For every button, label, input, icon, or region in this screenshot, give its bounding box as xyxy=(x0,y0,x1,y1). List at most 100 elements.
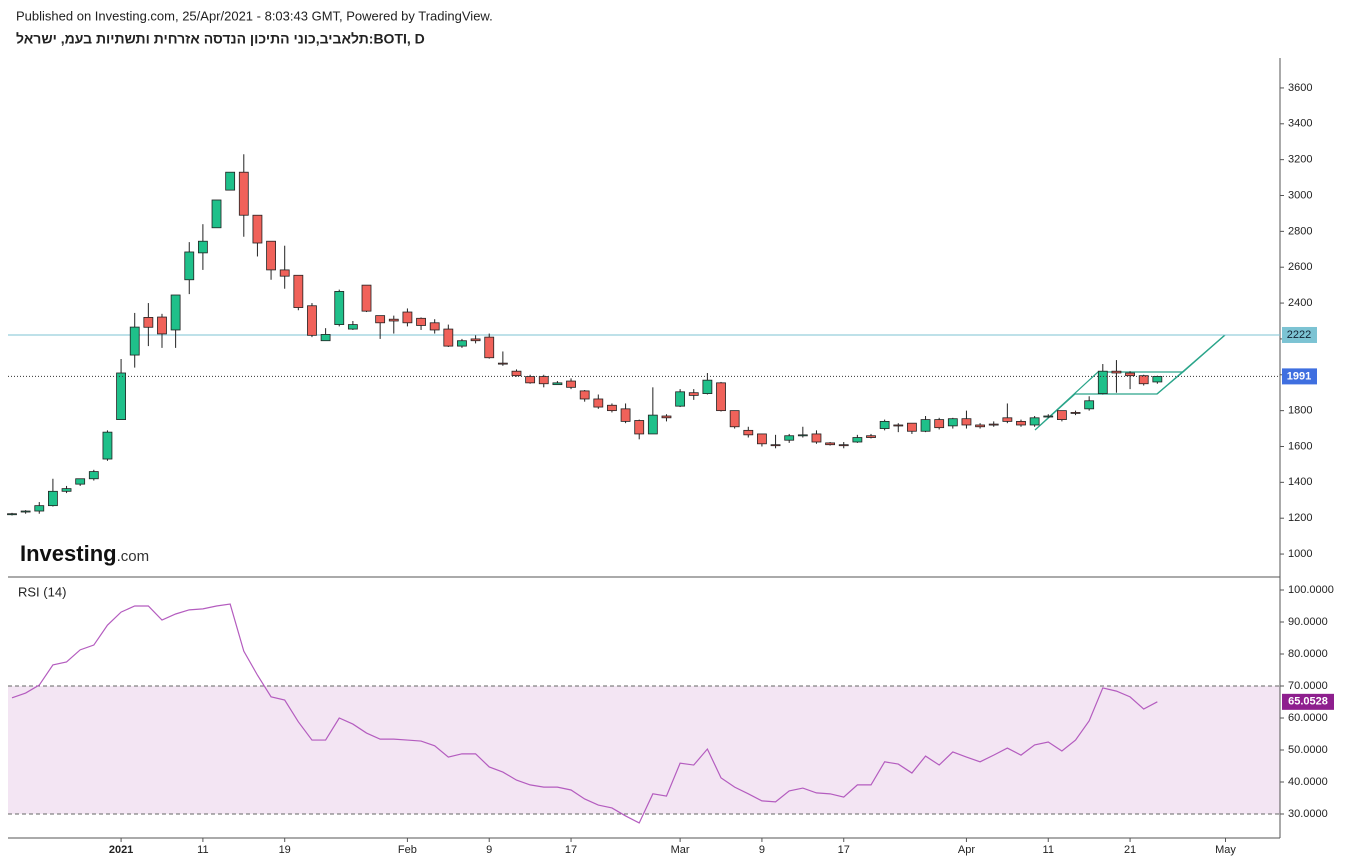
rsi-value-bg xyxy=(1282,693,1334,710)
candle-body xyxy=(1002,417,1013,422)
rsi-title: RSI (14) xyxy=(18,584,66,599)
y-tick-label: 80.0000 xyxy=(1288,648,1328,660)
price-label: 2222 xyxy=(1287,329,1311,341)
y-tick-label: 90.0000 xyxy=(1288,616,1328,628)
x-tick-label: Feb xyxy=(398,844,417,856)
candle-body xyxy=(525,376,536,384)
candle-body xyxy=(811,433,822,443)
candle-body xyxy=(129,326,140,356)
candle-body xyxy=(293,274,304,308)
candle-body xyxy=(48,490,58,507)
candle-body xyxy=(252,214,263,244)
candle-body xyxy=(347,324,358,330)
x-tick-label: 9 xyxy=(486,844,492,856)
y-tick-label: 3000 xyxy=(1288,189,1312,201)
candle-body xyxy=(334,291,345,325)
candle-body xyxy=(893,424,904,427)
candle-body xyxy=(184,251,195,281)
candle-body xyxy=(388,318,399,322)
candle-body xyxy=(579,390,590,400)
candle-body xyxy=(1056,410,1067,420)
y-tick-label: 50.0000 xyxy=(1288,744,1328,756)
candle-body xyxy=(7,513,17,516)
candle-body xyxy=(975,424,985,428)
x-tick-label: 17 xyxy=(565,844,577,856)
x-tick-label: 19 xyxy=(279,844,291,856)
y-tick-label: 2400 xyxy=(1288,297,1312,309)
candle-body xyxy=(961,418,972,426)
candle-body xyxy=(88,471,99,480)
y-tick-label: 1800 xyxy=(1288,405,1312,417)
candle-body xyxy=(75,478,86,485)
channel-drawing xyxy=(1034,334,1226,431)
last-price-bg xyxy=(1282,368,1317,385)
candle-body xyxy=(1043,415,1054,418)
candle-body xyxy=(770,444,781,447)
price-label-bg xyxy=(1282,326,1317,343)
candle-body xyxy=(307,305,317,336)
x-tick-label: Mar xyxy=(671,844,690,856)
candle-body xyxy=(511,370,522,377)
rsi-value-label: 65.0528 xyxy=(1288,696,1328,708)
candle-body xyxy=(797,434,808,437)
candle-body xyxy=(702,379,713,395)
y-tick-label: 2800 xyxy=(1288,225,1312,237)
candle-body xyxy=(593,398,604,408)
watermark: .com xyxy=(117,548,150,565)
last-price-label: 1991 xyxy=(1287,370,1311,382)
candle-body xyxy=(620,408,631,422)
candle-body xyxy=(361,284,372,312)
candle-body xyxy=(143,317,154,328)
candle-body xyxy=(661,415,672,419)
candle-body xyxy=(607,404,617,412)
candle-body xyxy=(443,328,454,347)
rsi-line xyxy=(11,603,1158,824)
candle-body xyxy=(1070,412,1081,414)
candle-body xyxy=(907,422,917,432)
candle-body xyxy=(470,338,481,342)
y-tick-label: 3400 xyxy=(1288,118,1312,130)
candle-body xyxy=(743,429,754,436)
candle-body xyxy=(825,442,835,446)
candle-body xyxy=(1125,372,1135,377)
y-tick-label: 3200 xyxy=(1288,154,1312,166)
candle-body xyxy=(170,294,181,331)
candle-body xyxy=(497,362,508,365)
candle-body xyxy=(266,240,276,271)
candle-body xyxy=(852,437,863,443)
y-tick-label: 1400 xyxy=(1288,476,1312,488)
y-tick-label: 100.0000 xyxy=(1288,584,1334,596)
x-tick-label: 21 xyxy=(1124,844,1136,856)
candle-body xyxy=(1029,417,1040,426)
candle-body xyxy=(279,269,290,277)
candle-body xyxy=(211,199,222,229)
candle-body xyxy=(320,334,331,342)
candle-body xyxy=(402,311,413,324)
candle-body xyxy=(238,171,249,216)
y-tick-label: 2600 xyxy=(1288,261,1312,273)
candle-body xyxy=(484,336,495,359)
x-tick-label: 2021 xyxy=(109,844,133,856)
y-tick-label: 1200 xyxy=(1288,512,1312,524)
candle-body xyxy=(920,419,931,432)
x-tick-label: Apr xyxy=(958,844,975,856)
candle-body xyxy=(1097,370,1108,395)
candle-body xyxy=(866,435,876,438)
y-tick-label: 1000 xyxy=(1288,548,1312,560)
x-tick-label: May xyxy=(1215,844,1236,856)
candle-body xyxy=(647,414,658,435)
candle-body xyxy=(416,317,426,326)
y-tick-label: 30.0000 xyxy=(1288,808,1328,820)
candle-body xyxy=(1111,370,1122,374)
candle-body xyxy=(429,322,440,331)
candle-body xyxy=(457,340,467,347)
candle-body xyxy=(225,171,236,191)
candle-body xyxy=(34,505,45,512)
candle-body xyxy=(197,240,208,254)
candle-body xyxy=(688,392,699,396)
candle-body xyxy=(716,382,726,412)
x-tick-label: 11 xyxy=(197,844,208,856)
candle-body xyxy=(157,316,167,335)
candle-body xyxy=(879,420,890,429)
